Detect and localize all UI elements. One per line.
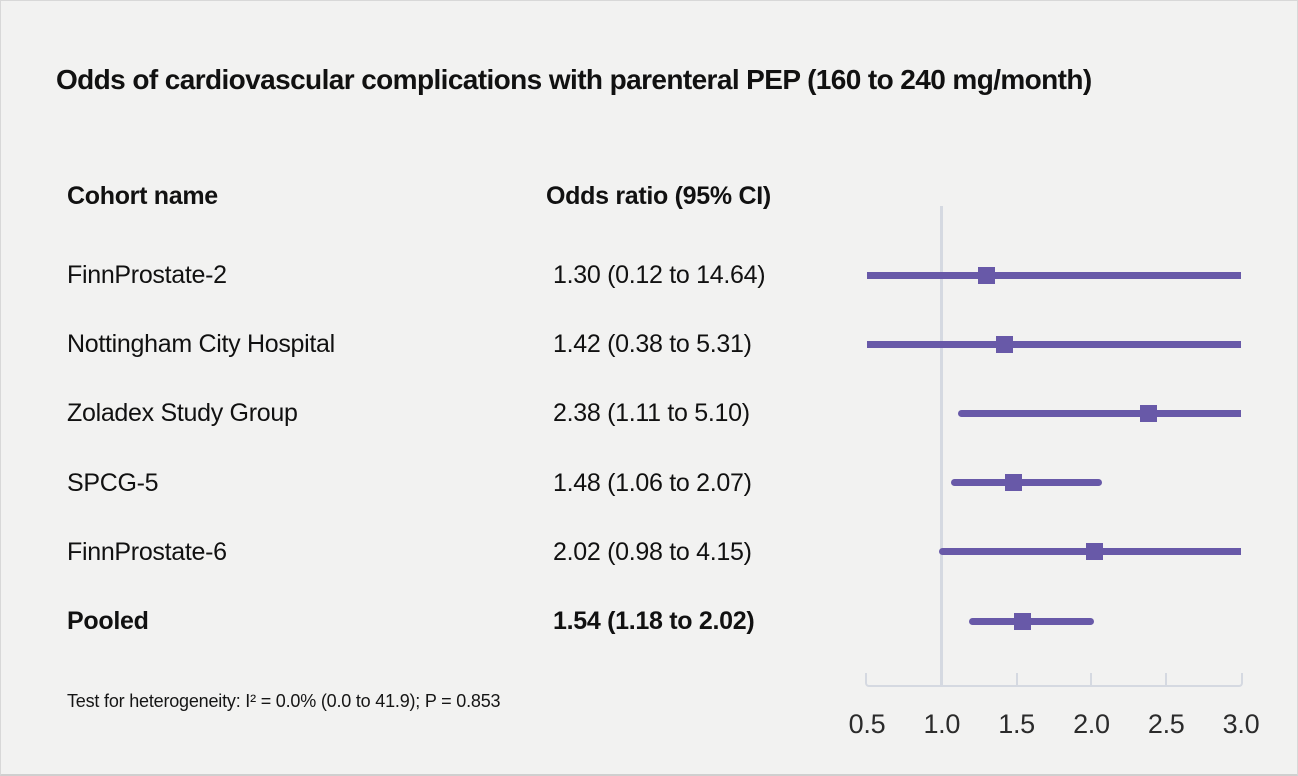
odds-ratio-marker [1139,404,1157,422]
x-tick-label: 2.0 [1073,709,1110,739]
ci-line [950,479,1102,487]
x-axis-tick [1165,673,1168,685]
cohort-label: FinnProstate-2 [67,261,227,289]
heterogeneity-footnote: Test for heterogeneity: I² = 0.0% (0.0 t… [67,691,501,711]
x-axis [865,673,1243,687]
cohort-label: Pooled [67,607,149,635]
odds-ratio-value: 1.30 (0.12 to 14.64) [553,261,766,289]
figure-title: Odds of cardiovascular complications wit… [56,64,1092,95]
odds-ratio-value: 1.48 (1.06 to 2.07) [553,468,752,497]
cohort-label: Zoladex Study Group [67,399,298,428]
x-axis-tick [1015,673,1018,685]
odds-ratio-marker [1005,474,1023,492]
x-tick-label: 1.5 [998,709,1035,739]
cohort-label: FinnProstate-6 [67,537,227,566]
odds-ratio-value: 1.42 (0.38 to 5.31) [553,330,752,359]
cohort-label: Nottingham City Hospital [67,330,335,359]
odds-ratio-value: 1.54 (1.18 to 2.02) [553,607,755,635]
odds-ratio-value: 2.02 (0.98 to 4.15) [553,537,752,566]
odds-ratio-marker [996,335,1014,353]
x-tick-label: 1.0 [923,709,961,739]
cohort-label: SPCG-5 [67,468,159,497]
column-header-cohort: Cohort name [67,182,218,210]
odds-ratio-value: 2.38 (1.11 to 5.10) [553,399,750,428]
reference-line [940,206,944,687]
ci-line [867,340,1241,348]
odds-ratio-marker [1014,612,1032,630]
odds-ratio-marker [978,266,996,284]
column-header-odds-ratio: Odds ratio (95% CI) [546,182,771,210]
ci-line [968,617,1095,625]
ci-line [867,271,1241,279]
x-tick-label: 0.5 [848,709,886,739]
x-tick-label: 3.0 [1222,709,1260,739]
x-axis-tick [1090,673,1093,685]
ci-line [958,409,1241,417]
odds-ratio-marker [1085,543,1103,561]
x-tick-label: 2.5 [1147,709,1185,739]
